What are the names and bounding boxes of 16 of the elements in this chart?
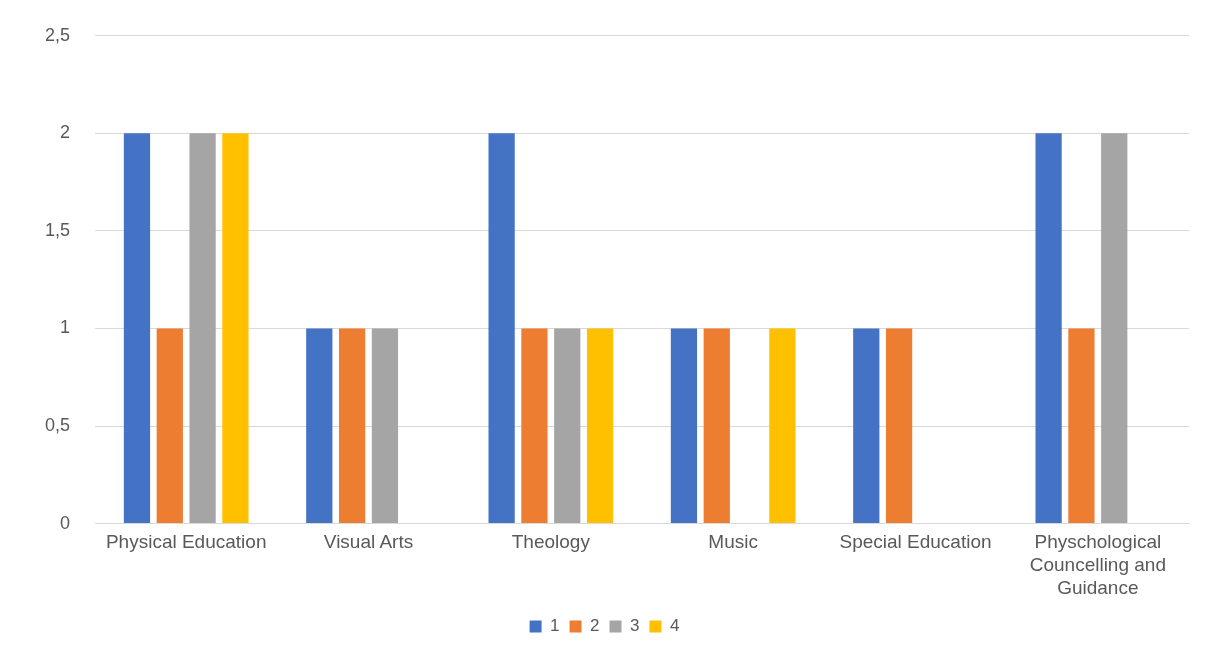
legend-label: 4 — [669, 616, 680, 636]
y-tick-label: 0 — [60, 512, 71, 533]
x-tick-label: Physical Education — [105, 531, 267, 553]
x-tick-label: Physchological Councelling and Guidance — [1029, 531, 1166, 598]
y-tick-label: 2,5 — [44, 24, 71, 45]
y-tick-label: 1 — [60, 317, 71, 338]
legend-label: 3 — [630, 616, 640, 636]
y-tick-label: 1,5 — [44, 219, 71, 240]
x-tick-label: Theology — [511, 531, 591, 553]
x-tick-label: Visual Arts — [323, 531, 414, 553]
x-tick-label: Special Education — [839, 531, 992, 553]
legend-label: 1 — [550, 616, 560, 636]
x-tick-label: Music — [708, 531, 758, 553]
y-tick-label: 2 — [60, 122, 71, 143]
legend-label: 2 — [590, 616, 600, 636]
y-tick-label: 0,5 — [44, 415, 71, 436]
